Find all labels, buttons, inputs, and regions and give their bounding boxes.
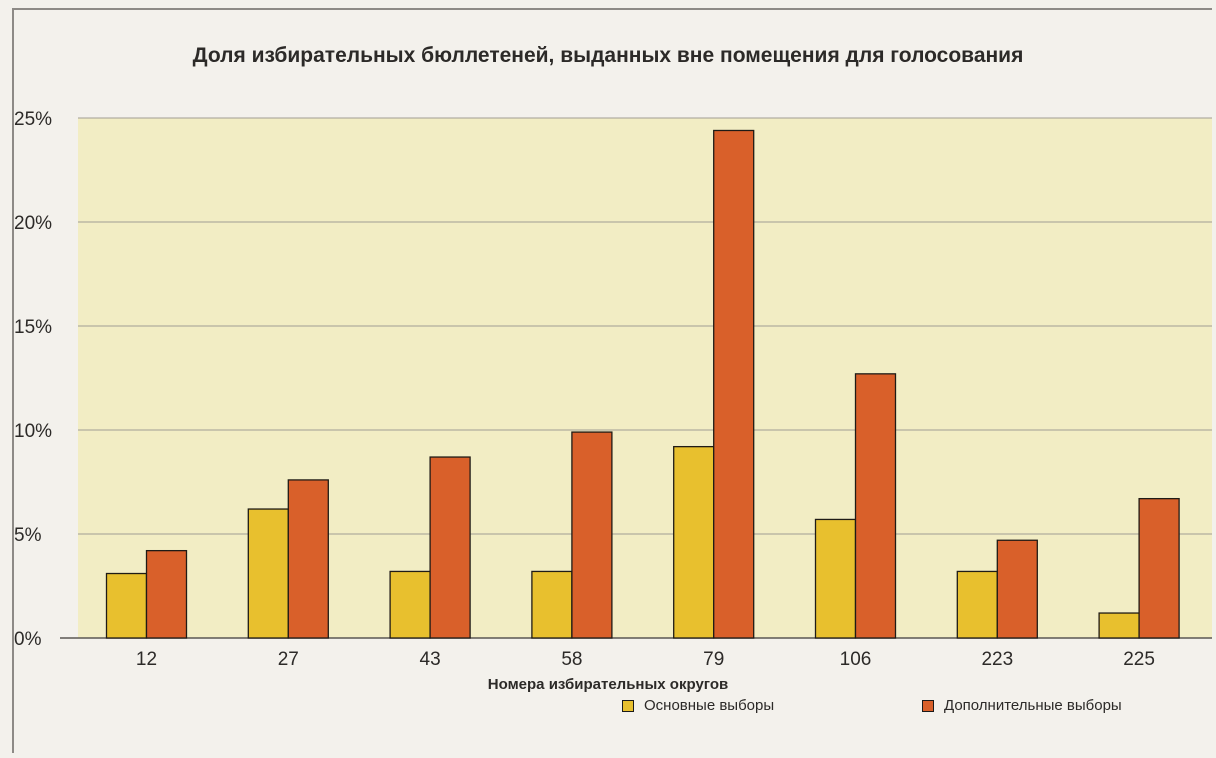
y-tick-label: 0% — [14, 629, 42, 650]
legend-swatch-additional — [922, 699, 934, 712]
x-tick-label: 43 — [420, 649, 441, 670]
x-tick-label: 106 — [840, 649, 872, 670]
chart-svg: 0% 5% 10% 15% 20% 25% 12 27 43 58 79 106 223 225 — [14, 109, 1212, 670]
legend-item-additional: Дополнительные выборы — [922, 697, 1122, 714]
y-tick-label: 20% — [14, 213, 52, 234]
bar-main-elections — [105, 572, 148, 639]
y-tick-label: 10% — [14, 421, 52, 442]
bar-main-elections — [389, 570, 431, 639]
legend-label-additional: Дополнительные выборы — [944, 697, 1122, 714]
bar-main-elections — [673, 445, 715, 639]
x-tick-label: 58 — [561, 649, 582, 670]
bar-additional-elections — [1138, 497, 1180, 639]
bar-main-elections — [531, 570, 573, 639]
y-axis-ticks: 0% 5% 10% 15% 20% 25% — [14, 109, 52, 650]
bar-additional-elections — [145, 549, 188, 639]
bars — [105, 129, 1180, 639]
x-tick-label: 27 — [278, 649, 299, 670]
y-tick-label: 15% — [14, 317, 52, 338]
chart-title: Доля избирательных бюллетеней, выданных … — [192, 44, 1024, 67]
bar-additional-elections — [287, 479, 329, 639]
x-axis-label: Номера избирательных округов — [487, 676, 729, 693]
x-tick-label: 79 — [703, 649, 724, 670]
bar-main-elections — [247, 508, 289, 639]
bar-main-elections — [956, 570, 998, 639]
bar-additional-elections — [713, 129, 755, 639]
bar-additional-elections — [996, 539, 1038, 639]
bar-additional-elections — [429, 456, 471, 639]
x-axis-ticks: 12 27 43 58 79 106 223 225 — [136, 649, 1155, 670]
legend-item-main: Основные выборы — [622, 697, 774, 714]
bar-main-elections — [814, 518, 857, 639]
legend-label-main: Основные выборы — [644, 697, 775, 714]
x-tick-label: 223 — [981, 649, 1013, 670]
x-tick-label: 225 — [1123, 649, 1155, 670]
bar-main-elections — [1098, 612, 1140, 639]
bar-additional-elections — [854, 373, 897, 639]
y-tick-label: 5% — [14, 525, 42, 546]
x-tick-label: 12 — [136, 649, 157, 670]
chart-frame — [12, 8, 1212, 753]
y-tick-label: 25% — [14, 109, 52, 130]
legend-swatch-main — [622, 699, 634, 712]
bar-additional-elections — [571, 431, 613, 639]
